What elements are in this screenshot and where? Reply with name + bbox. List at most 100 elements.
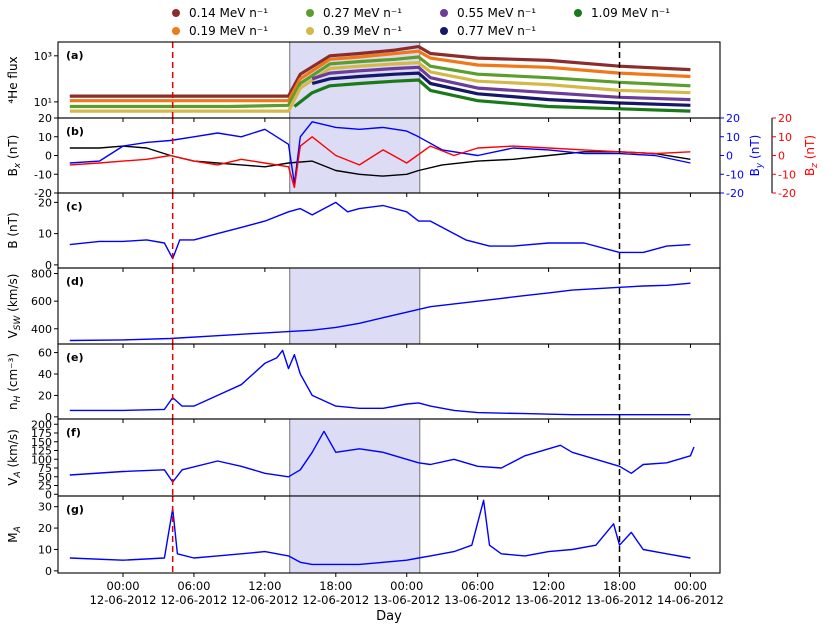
series-line-nh — [69, 349, 691, 416]
y-axis-label-unit: (cm⁻³) — [6, 353, 20, 396]
y-tick-label: 75 — [38, 462, 52, 475]
x-tick-label-date: 13-06-2012 — [373, 593, 440, 607]
y-axis-label-main: n — [6, 402, 20, 410]
x-tick-label-time: 00:00 — [390, 579, 423, 593]
y-axis-label-main: ⁴He flux — [6, 56, 20, 103]
right-y-tick-label: 10 — [726, 131, 740, 144]
y-axis-label-sub: A — [13, 526, 23, 533]
series-line-0-55-mev-n- — [311, 65, 691, 102]
y-tick-label: 25 — [38, 480, 52, 493]
x-tick-label-time: 06:00 — [461, 579, 494, 593]
x-tick-label-date: 12-06-2012 — [302, 593, 369, 607]
panel-frame — [57, 495, 721, 574]
shaded-interval — [289, 419, 420, 496]
x-tick-label-time: 18:00 — [603, 579, 636, 593]
legend-label-5: 0.77 MeV n⁻¹ — [457, 24, 536, 38]
y-axis-label-sub: A — [13, 471, 23, 478]
y-tick-label: 125 — [31, 445, 52, 458]
x-tick-label-date: 12-06-2012 — [161, 593, 228, 607]
y-axis-label: ⁴He flux — [6, 56, 20, 103]
legend-marker-4 — [440, 9, 448, 17]
series-line-0-27-mev-n- — [69, 55, 691, 109]
series-line-1-09-mev-n- — [293, 78, 691, 113]
right-y-tick-label: 20 — [778, 112, 792, 125]
panel-tag: (d) — [66, 275, 84, 288]
legend-marker-2 — [306, 9, 314, 17]
series-line-bz — [69, 136, 691, 189]
y-tick-label: 10 — [38, 131, 52, 144]
series-line-va — [69, 430, 695, 483]
y-tick-label: 175 — [31, 427, 52, 440]
x-tick-label-time: 12:00 — [248, 579, 281, 593]
legend-marker-3 — [306, 27, 314, 35]
y-tick-label: 50 — [38, 471, 52, 484]
y-axis-label: Bx (nT) — [6, 135, 23, 177]
y-axis-label-sub: SW — [13, 315, 23, 331]
panel-c: (c) 0 10 20 B (nT) — [6, 192, 721, 272]
y-tick-label: 10³ — [34, 50, 52, 63]
shaded-interval — [289, 268, 420, 344]
y-tick-label: 10 — [38, 228, 52, 241]
y-tick-label: 40 — [38, 368, 52, 381]
panel-frame — [57, 192, 721, 269]
y-axis-label-main: B (nT) — [6, 212, 20, 248]
y-tick-label: 0 — [45, 150, 52, 163]
panel-tag: (c) — [66, 200, 83, 213]
series-line-0-14-mev-n- — [69, 44, 691, 98]
legend-label-6: 1.09 MeV n⁻¹ — [591, 6, 670, 20]
y-tick-label: -20 — [34, 187, 52, 200]
y-axis-label-unit: (km/s) — [6, 429, 20, 471]
panel-tag: (e) — [66, 351, 84, 364]
x-tick-label-date: 13-06-2012 — [586, 593, 653, 607]
right-axis-label-unit: (nT) — [803, 135, 817, 163]
series-line-bx — [69, 145, 691, 177]
y-axis-label-main: B — [6, 168, 20, 176]
right-y-tick-label: -10 — [726, 168, 744, 181]
panel-tag: (g) — [66, 503, 84, 516]
right-axis-label: Bz (nT) — [803, 135, 820, 176]
right-y-tick-label: -20 — [726, 187, 744, 200]
y-tick-label: 600 — [31, 295, 52, 308]
x-tick-label-time: 06:00 — [177, 579, 210, 593]
y-axis-label-unit: (km/s) — [6, 274, 20, 316]
y-axis-label: B (nT) — [6, 212, 20, 248]
y-tick-label: 20 — [38, 389, 52, 402]
right-axis-label-main: B — [803, 168, 817, 176]
x-tick-label-date: 13-06-2012 — [444, 593, 511, 607]
y-axis-label: MA — [6, 526, 23, 543]
right-y-tick-label: 10 — [778, 131, 792, 144]
panel-e: (e) 0 20 40 60 nH (cm⁻³) — [6, 343, 721, 424]
legend-marker-6 — [574, 9, 582, 17]
y-tick-label: 10 — [38, 543, 52, 556]
y-tick-label: 0 — [45, 411, 52, 424]
panel-d: (d) 400 600 800 VSW (km/s) — [6, 267, 721, 348]
y-axis-label-sub: H — [13, 395, 23, 402]
right-axis-label-unit: (nT) — [748, 135, 762, 163]
panel-a: (a) 10¹ 10³ ⁴He flux — [6, 41, 721, 122]
x-tick-label-time: 00:00 — [674, 579, 707, 593]
x-axis-label: Day — [376, 609, 402, 624]
right-y-tick-label: 20 — [726, 112, 740, 125]
series-line-0-39-mev-n- — [69, 61, 691, 113]
panel-tag: (a) — [66, 49, 83, 62]
right-y-tick-label: -10 — [778, 168, 796, 181]
y-axis-label: VA (km/s) — [6, 429, 23, 486]
shaded-interval — [289, 118, 420, 193]
legend-label-3: 0.39 MeV n⁻¹ — [323, 24, 402, 38]
y-tick-label: 20 — [38, 522, 52, 535]
y-axis-label: nH (cm⁻³) — [6, 353, 23, 410]
y-tick-label: 200 — [31, 418, 52, 431]
right-axis-label-sub: y — [755, 162, 765, 169]
legend-marker-0 — [172, 9, 180, 17]
series-line-b — [69, 201, 691, 260]
legend-label-2: 0.27 MeV n⁻¹ — [323, 6, 402, 20]
panel-tag: (f) — [66, 426, 81, 439]
y-tick-label: 100 — [31, 453, 52, 466]
right-y-tick-label: 0 — [778, 150, 785, 163]
series-line-0-77-mev-n- — [311, 71, 691, 107]
y-tick-label: 10¹ — [34, 96, 52, 109]
x-tick-label-date: 13-06-2012 — [515, 593, 582, 607]
y-axis-label-sub: x — [13, 162, 23, 169]
